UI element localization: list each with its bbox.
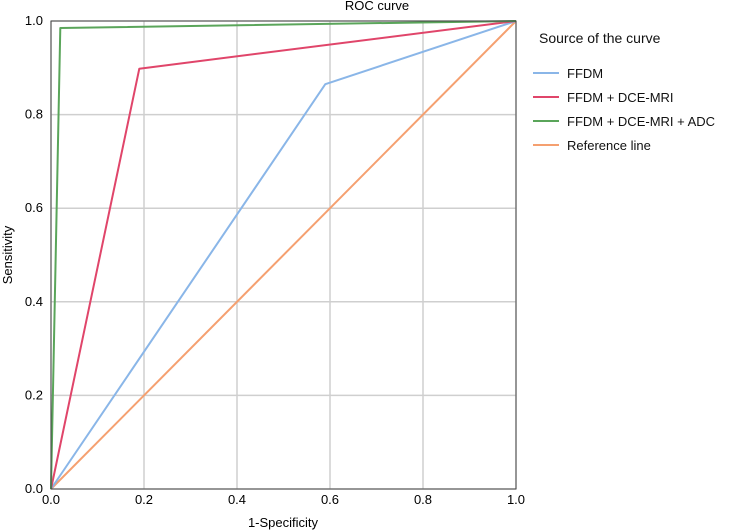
y-tick-label: 0.0 xyxy=(25,481,43,496)
y-tick-label: 0.4 xyxy=(25,294,43,309)
x-axis-label: 1-Specificity xyxy=(248,515,319,530)
y-tick-label: 0.2 xyxy=(25,387,43,402)
series-line-ffdm-dce-mri-adc xyxy=(50,20,517,490)
series-line-reference-line xyxy=(50,20,517,490)
x-tick-label: 1.0 xyxy=(507,492,525,507)
legend-swatch xyxy=(533,96,559,98)
x-tick-label: 0.2 xyxy=(135,492,153,507)
legend-swatch xyxy=(533,144,559,146)
x-tick-label: 0.8 xyxy=(414,492,432,507)
series-line-ffdm xyxy=(50,20,517,490)
legend-label: FFDM + DCE-MRI + ADC xyxy=(567,113,716,129)
series-layer xyxy=(50,20,517,490)
legend-item: FFDM + DCE-MRI + ADC xyxy=(533,112,715,130)
legend-title: Source of the curve xyxy=(539,30,661,46)
series-line-ffdm-dce-mri xyxy=(50,20,517,490)
plot-frame xyxy=(50,20,517,490)
legend-label: FFDM + DCE-MRI xyxy=(567,89,674,105)
x-axis-ticks: 0.0 0.2 0.4 0.6 0.8 1.0 xyxy=(42,492,525,507)
y-tick-label: 0.8 xyxy=(25,107,43,122)
y-tick-label: 0.6 xyxy=(25,200,43,215)
x-tick-label: 0.6 xyxy=(321,492,339,507)
x-tick-label: 0.4 xyxy=(228,492,246,507)
legend-label: FFDM xyxy=(567,65,604,81)
legend-swatch xyxy=(533,120,559,122)
legend-swatch xyxy=(533,72,559,74)
x-tick-label: 0.0 xyxy=(42,492,60,507)
legend-label: Reference line xyxy=(567,137,651,153)
legend-item: FFDM xyxy=(533,64,603,82)
chart-title: ROC curve xyxy=(345,0,409,13)
y-tick-label: 1.0 xyxy=(25,13,43,28)
y-axis-label: Sensitivity xyxy=(0,225,15,284)
legend-item: Reference line xyxy=(533,136,651,154)
legend-item: FFDM + DCE-MRI xyxy=(533,88,674,106)
y-axis-ticks: 0.0 0.2 0.4 0.6 0.8 1.0 xyxy=(25,13,43,496)
